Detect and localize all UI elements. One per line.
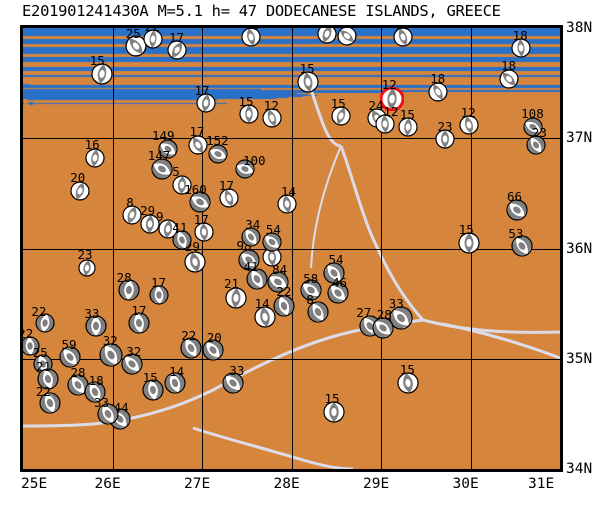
- y-axis-tick-35N: 35N: [566, 350, 593, 367]
- focal-mechanism-symbol[interactable]: [122, 205, 142, 226]
- x-axis-tick-27E: 27E: [184, 476, 211, 492]
- focal-mechanism-symbol[interactable]: [97, 403, 119, 425]
- focal-mechanism-symbol[interactable]: [222, 372, 244, 394]
- focal-mechanism-symbol[interactable]: [85, 315, 107, 337]
- focal-mechanism-symbol[interactable]: [84, 148, 105, 168]
- focal-mechanism-symbol[interactable]: [172, 174, 192, 195]
- focal-mechanism-symbol[interactable]: [167, 40, 187, 60]
- x-axis-tick-25E: 25E: [21, 476, 48, 492]
- focal-mechanism-symbol[interactable]: [128, 312, 150, 335]
- y-axis-tick-38N: 38N: [566, 20, 593, 36]
- x-axis-tick-26E: 26E: [94, 476, 121, 492]
- focal-mechanism-symbol[interactable]: [125, 35, 147, 57]
- focal-mechanism-symbol[interactable]: [241, 227, 261, 248]
- focal-mechanism-symbol[interactable]: [526, 135, 546, 155]
- gridline-lat-35: [23, 358, 560, 360]
- focal-mechanism-symbol[interactable]: [225, 287, 247, 309]
- focal-mechanism-symbol[interactable]: [142, 379, 164, 401]
- gridline-lat-37: [23, 138, 560, 140]
- focal-mechanism-symbol[interactable]: [262, 247, 282, 267]
- focal-mechanism-symbol[interactable]: [398, 117, 418, 137]
- focal-mechanism-symbol[interactable]: [39, 392, 61, 414]
- focal-mechanism-symbol[interactable]: [435, 129, 456, 149]
- focal-mechanism-symbol[interactable]: [428, 82, 448, 102]
- focal-mechanism-symbol[interactable]: [58, 345, 81, 368]
- focal-mechanism-symbol[interactable]: [140, 214, 160, 234]
- focal-mechanism-symbol[interactable]: [506, 199, 528, 221]
- focal-mechanism-symbol[interactable]: [118, 279, 140, 301]
- focal-mechanism-symbol[interactable]: [375, 114, 396, 134]
- focal-mechanism-symbol[interactable]: [389, 306, 413, 330]
- focal-mechanism-symbol[interactable]: [219, 188, 239, 208]
- focal-mechanism-symbol[interactable]: [297, 71, 319, 93]
- x-axis-tick-30E: 30E: [452, 476, 479, 492]
- focal-mechanism-symbol[interactable]: [202, 339, 224, 361]
- focal-mechanism-symbol[interactable]: [83, 381, 106, 403]
- focal-mechanism-symbol[interactable]: [23, 335, 40, 356]
- map-frame: 2522171514151518151512181817151215241215…: [20, 25, 563, 472]
- focal-mechanism-symbol[interactable]: [277, 194, 297, 214]
- focal-mechanism-symbol[interactable]: [208, 144, 228, 164]
- focal-mechanism-symbol[interactable]: [254, 306, 276, 328]
- focal-mechanism-symbol[interactable]: [70, 181, 90, 201]
- focal-mechanism-symbol[interactable]: [180, 337, 202, 359]
- focal-mechanism-symbol[interactable]: [121, 353, 143, 375]
- map-canvas: 2522171514151518151512181817151215241215…: [23, 28, 560, 469]
- focal-mechanism-symbol[interactable]: [241, 28, 261, 47]
- focal-mechanism-symbol[interactable]: [323, 401, 346, 423]
- focal-mechanism-symbol[interactable]: [337, 28, 357, 46]
- focal-mechanism-symbol[interactable]: [262, 108, 282, 128]
- focal-mechanism-symbol[interactable]: [246, 268, 269, 290]
- focal-mechanism-symbol[interactable]: [164, 372, 186, 394]
- focal-mechanism-symbol[interactable]: [331, 106, 351, 126]
- figure-title: E201901241430A M=5.1 h= 47 DODECANESE IS…: [22, 2, 501, 20]
- focal-mechanism-symbol[interactable]: [158, 219, 178, 239]
- focal-mechanism-symbol[interactable]: [91, 63, 113, 85]
- focal-mechanism-symbol[interactable]: [172, 230, 192, 250]
- focal-mechanism-symbol[interactable]: [99, 343, 123, 368]
- focal-mechanism-symbol[interactable]: [158, 139, 178, 159]
- focal-mechanism-symbol[interactable]: [458, 232, 480, 254]
- focal-mechanism-symbol[interactable]: [397, 372, 419, 394]
- focal-mechanism-symbol[interactable]: [499, 69, 519, 89]
- gridline-lat-36: [23, 248, 560, 250]
- focal-mechanism-symbol[interactable]: [459, 115, 479, 135]
- focal-mechanism-symbol[interactable]: [511, 235, 534, 257]
- focal-mechanism-symbol[interactable]: [235, 159, 255, 179]
- focal-mechanism-symbol[interactable]: [187, 135, 208, 155]
- focal-mechanism-symbol[interactable]: [184, 251, 206, 273]
- focal-mechanism-symbol[interactable]: [511, 38, 531, 58]
- y-axis-tick-36N: 36N: [566, 240, 593, 257]
- focal-mechanism-symbol[interactable]: [143, 29, 163, 49]
- focal-mechanism-symbol[interactable]: [237, 248, 260, 271]
- focal-mechanism-symbol[interactable]: [307, 301, 329, 324]
- focal-mechanism-symbol[interactable]: [323, 262, 346, 284]
- focal-mechanism-symbol[interactable]: [189, 191, 211, 213]
- focal-mechanism-symbol[interactable]: [35, 313, 55, 334]
- focal-mechanism-main-event[interactable]: [379, 86, 404, 111]
- focal-mechanism-symbol[interactable]: [37, 367, 59, 390]
- focal-mechanism-symbol[interactable]: [267, 270, 289, 293]
- x-axis-tick-28E: 28E: [273, 476, 300, 492]
- focal-mechanism-symbol[interactable]: [194, 222, 214, 242]
- focal-mechanism-symbol[interactable]: [372, 317, 394, 339]
- focal-mechanism-symbol[interactable]: [262, 232, 282, 252]
- x-axis-tick-31E: 31E: [528, 476, 555, 492]
- focal-mechanism-symbol[interactable]: [78, 259, 97, 277]
- y-axis-tick-34N: 34N: [566, 461, 593, 477]
- focal-mechanism-symbol[interactable]: [149, 285, 169, 305]
- focal-mechanism-symbol[interactable]: [238, 104, 259, 124]
- focal-mechanism-symbol[interactable]: [393, 28, 413, 47]
- focal-mechanism-symbol[interactable]: [317, 28, 337, 44]
- focal-mechanism-symbol[interactable]: [273, 295, 295, 317]
- x-axis-tick-29E: 29E: [363, 476, 390, 492]
- focal-mechanism-symbol[interactable]: [300, 279, 322, 301]
- y-axis-tick-37N: 37N: [566, 130, 593, 147]
- focal-mechanism-symbol[interactable]: [327, 281, 349, 304]
- focal-mechanism-symbol[interactable]: [151, 158, 173, 180]
- focal-mechanism-symbol[interactable]: [196, 93, 217, 113]
